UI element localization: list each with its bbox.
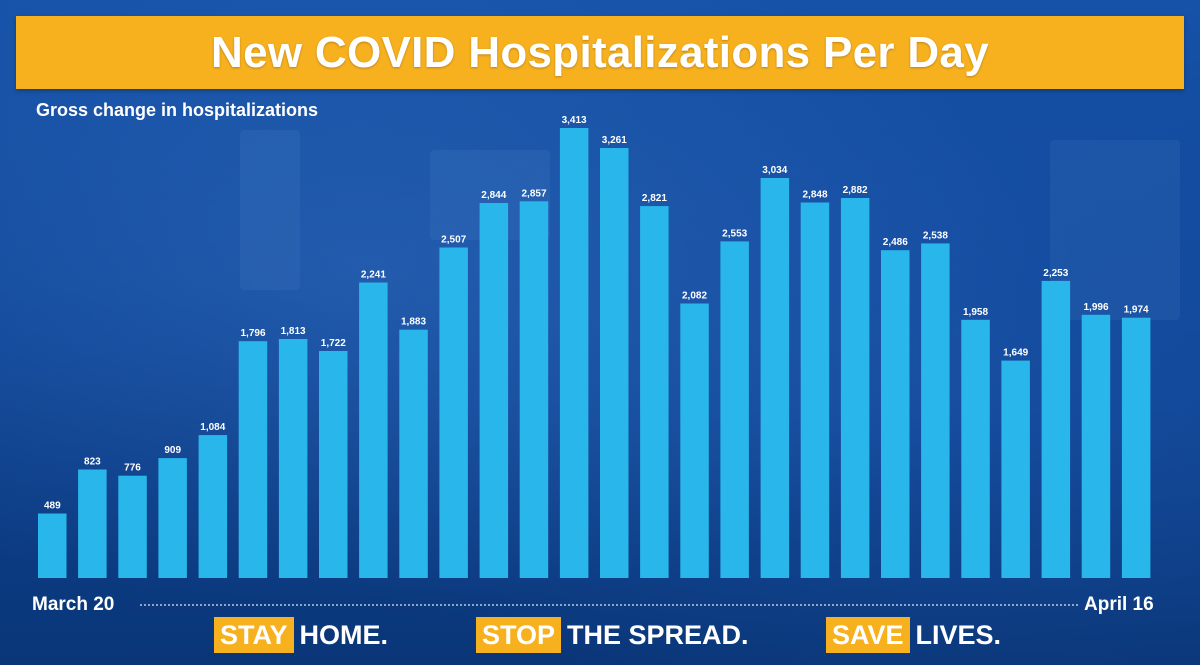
bar (158, 458, 187, 578)
slogan-rest: THE SPREAD. (567, 620, 749, 650)
bar (600, 148, 629, 578)
bar (278, 339, 308, 578)
bar-value-label: 2,848 (802, 190, 827, 201)
bar-value-label: 2,553 (722, 228, 747, 239)
bar (118, 475, 147, 578)
bar-value-label: 1,813 (281, 326, 306, 337)
bar-value-label: 1,722 (321, 338, 346, 349)
bar-value-label: 2,507 (441, 235, 466, 246)
bar-value-label: 2,486 (883, 237, 908, 248)
bar (559, 128, 589, 578)
slogan-rest: LIVES. (915, 620, 1002, 650)
background-door (1050, 140, 1180, 320)
bar-value-label: 2,082 (682, 291, 707, 302)
slogan-highlight: STAY (214, 617, 294, 653)
bar-value-label: 1,084 (200, 422, 225, 433)
bar (1081, 314, 1111, 578)
bar-value-label: 2,857 (521, 188, 546, 199)
bar (921, 243, 950, 578)
bar (399, 329, 428, 578)
slogan-stop-spread: STOP THE SPREAD. (476, 615, 749, 655)
bar (198, 435, 228, 578)
bar-value-label: 1,996 (1083, 302, 1108, 313)
footer-slogans: STAY HOME. STOP THE SPREAD. SAVE LIVES. (0, 615, 1200, 655)
bar (680, 303, 709, 578)
slogan-save-lives: SAVE LIVES. (826, 615, 1001, 655)
bar (800, 202, 830, 578)
slogan-highlight: STOP (476, 617, 562, 653)
bar (1001, 360, 1030, 578)
bar-value-label: 489 (44, 501, 61, 512)
bar-value-label: 2,241 (361, 270, 386, 281)
title-banner: New COVID Hospitalizations Per Day (16, 16, 1184, 89)
bar-value-label: 2,538 (923, 230, 948, 241)
bar (359, 282, 388, 578)
bar (720, 241, 749, 578)
bar (78, 469, 107, 578)
bar-value-label: 2,844 (481, 190, 506, 201)
bar-value-label: 909 (164, 445, 181, 456)
bar-value-label: 823 (84, 457, 101, 468)
bar-value-label: 2,821 (642, 193, 667, 204)
bar-value-label: 2,882 (843, 185, 868, 196)
bar (840, 198, 870, 578)
chart-subtitle: Gross change in hospitalizations (36, 100, 319, 120)
bar-value-label: 1,974 (1124, 305, 1149, 316)
x-axis-end-label: April 16 (1084, 594, 1154, 615)
bar (439, 247, 468, 578)
slogan-highlight: SAVE (826, 617, 910, 653)
bar (881, 250, 910, 578)
bar-value-label: 3,034 (762, 165, 787, 176)
bar (38, 513, 67, 578)
bar-value-label: 776 (124, 463, 141, 474)
bar (961, 319, 990, 578)
bar-value-label: 2,253 (1043, 268, 1068, 279)
background-equipment (240, 130, 300, 290)
bar-value-label: 3,261 (602, 135, 627, 146)
bar (479, 203, 509, 578)
bar-value-label: 1,649 (1003, 348, 1028, 359)
bar-value-label: 1,958 (963, 307, 988, 318)
bar (1121, 317, 1151, 578)
bar (238, 341, 268, 578)
bar (1041, 280, 1071, 578)
bar (519, 201, 549, 579)
bar-value-label: 1,796 (240, 328, 265, 339)
bar (640, 206, 669, 578)
bar (319, 351, 348, 578)
x-axis-dotted-line (140, 604, 1078, 606)
slogan-rest: HOME. (299, 620, 389, 650)
x-axis-start-label: March 20 (32, 594, 115, 615)
bar-value-label: 1,883 (401, 317, 426, 328)
bar (760, 178, 790, 578)
slogan-stay-home: STAY HOME. (214, 615, 388, 655)
chart-title: New COVID Hospitalizations Per Day (211, 27, 989, 77)
bar-value-label: 3,413 (562, 115, 587, 126)
